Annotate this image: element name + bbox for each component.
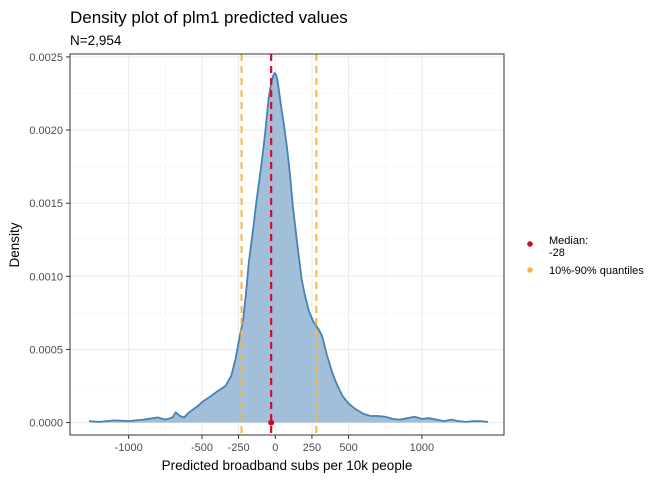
x-tick-label: 250 [303, 442, 321, 454]
y-tick-label: 0.0000 [29, 418, 63, 430]
y-tick-label: 0.0010 [29, 271, 63, 283]
y-tick-label: 0.0025 [29, 52, 63, 64]
y-tick-label: 0.0020 [29, 125, 63, 137]
x-axis-title: Predicted broadband subs per 10k people [162, 458, 413, 473]
x-tick-label: 500 [339, 442, 357, 454]
x-tick-label: -1000 [115, 442, 143, 454]
x-tick-label: 0 [272, 442, 278, 454]
density-line [88, 72, 488, 423]
legend: Median:-28 10%-90% quantiles [527, 235, 644, 277]
plot-border [69, 53, 505, 436]
chart-subtitle: N=2,954 [70, 33, 122, 48]
y-tick-label: 0.0005 [29, 344, 63, 356]
chart-title: Density plot of plm1 predicted values [70, 8, 348, 27]
y-axis-title: Density [7, 222, 22, 267]
legend-label: 10%-90% quantiles [549, 265, 644, 277]
reference-lines [240, 54, 318, 435]
density-area [88, 72, 488, 423]
legend-label: Median: [549, 235, 588, 247]
legend-key [527, 241, 533, 247]
x-tick-label: -250 [228, 442, 250, 454]
axis-ticks: 0.0000 0.0005 0.0010 0.0015 0.0020 0.0025 -100… [29, 52, 434, 454]
legend-label-value: -28 [549, 247, 565, 259]
median-point [268, 419, 275, 426]
x-tick-label: -500 [191, 442, 213, 454]
legend-key [527, 267, 533, 273]
x-tick-label: 1000 [410, 442, 434, 454]
density-fill [89, 73, 488, 423]
y-tick-label: 0.0015 [29, 198, 63, 210]
